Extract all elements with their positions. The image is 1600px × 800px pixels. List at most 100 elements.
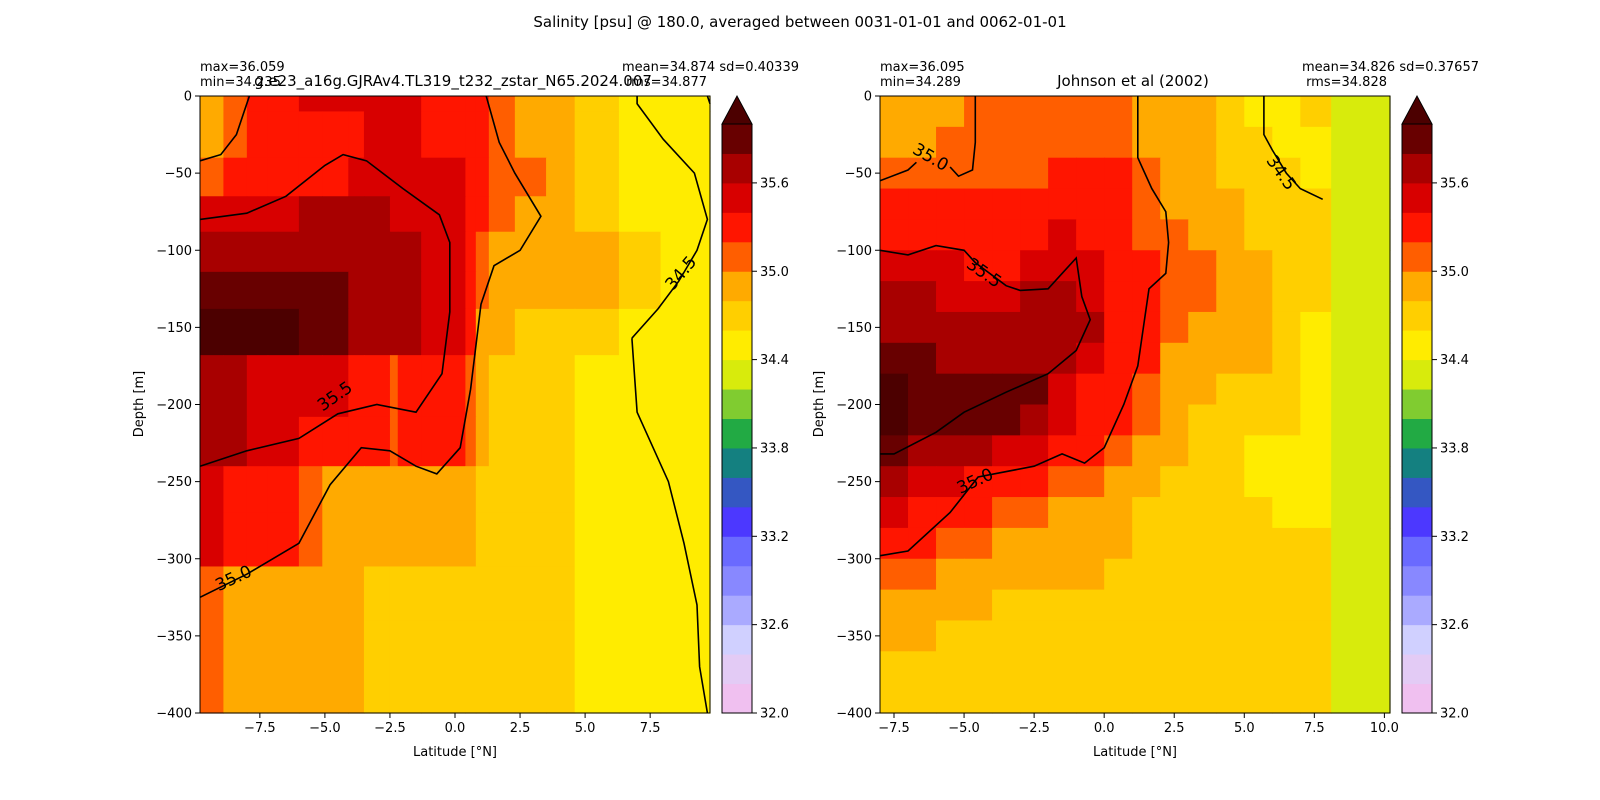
colorbar-swatch [722,654,752,685]
heatmap-cell [936,651,965,714]
heatmap-cell [298,231,323,273]
heatmap-cell [1132,311,1161,344]
heatmap-cell [1104,620,1133,652]
heatmap-cell [1020,589,1049,622]
y-tick-label: −250 [156,475,192,490]
x-tick-label: 10.0 [1370,721,1399,736]
heatmap-cell [1048,589,1077,622]
panel-model-ylabel: Depth [m] [132,371,147,438]
heatmap-cell [1160,497,1189,529]
heatmap-cell [397,466,422,514]
heatmap-cell [475,566,490,622]
heatmap-cell [1244,497,1273,529]
heatmap-cell [1048,651,1077,714]
heatmap-cell [322,196,349,233]
heatmap-cell [1132,250,1161,282]
panel-model-title: g.e23_a16g.GJRAv4.TL319_t232_zstar_N65.2… [254,72,652,91]
heatmap-cell [546,157,576,197]
heatmap-cell [514,355,547,418]
heatmap-cell [1300,558,1332,591]
heatmap-cell [1216,250,1245,282]
heatmap-cell [691,196,711,233]
heatmap-cell [1300,281,1332,313]
heatmap-cell [363,620,391,714]
heatmap-cell [267,620,300,714]
heatmap-cell [1216,342,1245,375]
heatmap-cell [964,311,993,344]
heatmap-cell [1188,466,1217,498]
heatmap-cell [465,196,477,233]
heatmap-cell [546,231,576,273]
heatmap-cell [200,96,225,113]
panel-obs-stat-rms: rms=34.828 [1306,75,1387,90]
heatmap-cell [908,281,937,313]
heatmap-cell [488,566,516,622]
heatmap-cell [1020,342,1049,375]
heatmap-cell [880,126,909,159]
heatmap-cell [1048,250,1077,282]
panel-model-heatmap [200,96,711,714]
heatmap-cell [1300,157,1332,190]
heatmap-cell [1160,404,1189,436]
heatmap-cell [322,111,349,159]
heatmap-cell [200,355,225,418]
heatmap-cell [1244,589,1273,622]
heatmap-cell [1216,219,1245,251]
heatmap-cell [660,416,693,467]
heatmap-cell [992,404,1021,436]
x-tick-label: 0.0 [1094,721,1115,736]
heatmap-cell [397,512,422,568]
y-tick-label: −400 [836,707,872,722]
colorbar-tick-label: 32.0 [760,707,789,722]
heatmap-cell [488,308,516,356]
heatmap-cell [1272,342,1301,375]
heatmap-cell [1048,219,1077,251]
heatmap-cell [574,416,620,467]
heatmap-cell [397,231,422,273]
heatmap-cell [1188,96,1217,128]
heatmap-cell [1216,96,1245,128]
heatmap-cell [488,196,516,233]
heatmap-cell [267,111,300,159]
heatmap-cell [1076,497,1105,529]
heatmap-cell [908,96,937,128]
heatmap-cell [936,342,965,375]
heatmap-cell [936,466,965,498]
colorbar-swatch [1402,418,1432,449]
heatmap-cell [992,250,1021,282]
panel-model-y-ticks: 0 −50 −100 −150 −200 −250 −300 −350 −400 [156,90,200,722]
colorbar-swatch [1402,683,1432,714]
panel-obs: Johnson et al (2002) max=36.095 min=34.2… [812,60,1479,760]
heatmap-cell [389,196,399,233]
heatmap-cell [1331,497,1391,529]
heatmap-cell [964,620,993,652]
heatmap-cell [880,311,909,344]
heatmap-cell [1244,620,1273,652]
heatmap-cell [992,373,1021,406]
heatmap-cell [964,281,993,313]
heatmap-cell [964,435,993,467]
heatmap-cell [363,157,391,197]
heatmap-cell [1272,281,1301,313]
heatmap-cell [322,271,349,310]
heatmap-cell [397,96,422,113]
colorbar-swatch [1402,330,1432,361]
heatmap-cell [1272,620,1301,652]
heatmap-cell [936,157,965,190]
heatmap-cell [1076,342,1105,375]
heatmap-cell [465,308,477,356]
heatmap-cell [421,566,466,622]
heatmap-cell [618,196,662,233]
heatmap-cell [1331,558,1391,591]
x-tick-label: 7.5 [640,721,661,736]
heatmap-cell [322,512,349,568]
heatmap-cell [1188,373,1217,406]
x-tick-label: 5.0 [1234,721,1255,736]
heatmap-cell [298,566,323,622]
colorbar-extend-arrow [721,94,753,125]
heatmap-cell [322,416,349,467]
colorbar-swatch [1402,506,1432,537]
heatmap-cell [908,311,937,344]
heatmap-cell [936,589,965,622]
heatmap-cell [363,196,391,233]
